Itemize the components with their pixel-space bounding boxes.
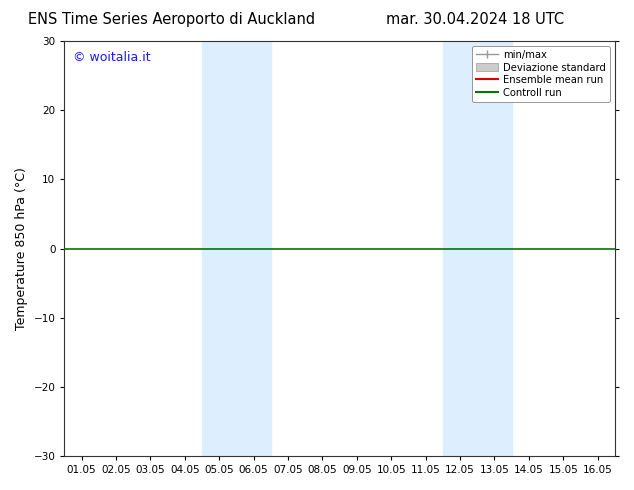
Legend: min/max, Deviazione standard, Ensemble mean run, Controll run: min/max, Deviazione standard, Ensemble m…: [472, 46, 610, 101]
Text: ENS Time Series Aeroporto di Auckland: ENS Time Series Aeroporto di Auckland: [28, 12, 314, 27]
Text: mar. 30.04.2024 18 UTC: mar. 30.04.2024 18 UTC: [387, 12, 564, 27]
Text: © woitalia.it: © woitalia.it: [73, 51, 150, 64]
Y-axis label: Temperature 850 hPa (°C): Temperature 850 hPa (°C): [15, 167, 28, 330]
Bar: [443, 41, 512, 456]
Bar: [202, 41, 271, 456]
